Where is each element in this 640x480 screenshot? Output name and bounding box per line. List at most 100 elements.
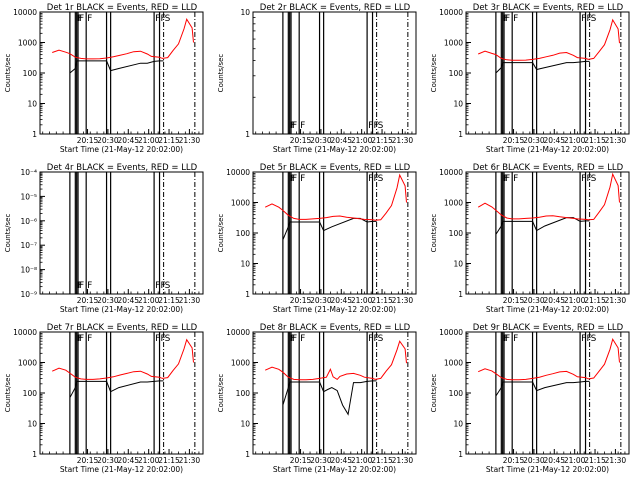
x-tick-label: 20:45 [543,136,565,145]
series-events-line [495,380,590,397]
flag-label: F [505,14,510,24]
series-lld-line [51,338,194,380]
flag-label: F [78,334,83,344]
y-tick-label: 10 [27,420,37,429]
y-tick-label: 100 [449,69,464,78]
series-events-line [69,380,164,398]
flag-label: F [161,281,166,291]
y-tick-label: 10 [240,260,250,269]
series-lld-line [478,18,620,61]
x-tick-label: 21:00 [351,296,373,305]
flag-label: F [587,14,592,24]
flag-label: F [300,174,305,184]
x-tick-label: 21:00 [138,456,160,465]
series-events-line [495,60,590,74]
y-tick-label: 1000 [444,359,463,368]
detector-panel-1: Det 1r BLACK = Events, RED = LLD 1 10 100 10… [4,3,204,154]
series-events-line [282,217,377,240]
flag-label: S [591,14,597,24]
flag-label: S [378,121,384,131]
flag-label: F [513,334,518,344]
flag-label: F [291,174,296,184]
y-tick-label: 100 [236,389,251,398]
flag-label: F [502,334,507,344]
plot-frame [252,171,417,295]
flag-label: F [78,14,83,24]
x-axis-label: Start Time (21-May-12 20:02:00) [486,465,609,474]
x-tick-label: 21:00 [351,456,373,465]
x-tick-label: 20:45 [330,456,352,465]
x-axis-label: Start Time (21-May-12 20:02:00) [273,465,396,474]
flag-label: F [289,334,294,344]
flag-label: F [292,334,297,344]
flag-label: F [87,334,92,344]
y-axis-label: Counts/sec [217,54,225,93]
x-tick-label: 20:15 [77,296,99,305]
series-lld-line [52,17,194,60]
y-tick-label: 1 [32,130,37,139]
x-axis-label: Start Time (21-May-12 20:02:00) [273,305,396,314]
y-tick-label: 10⁻⁸ [20,266,37,275]
detector-panel-8: Det 8r BLACK = Events, RED = LLD 1 10 100 10… [217,323,417,474]
x-tick-label: 20:45 [330,296,352,305]
y-tick-label: 1 [32,450,37,459]
x-tick-label: 21:30 [179,296,201,305]
y-tick-label: 1 [458,130,463,139]
y-axis-label: Counts/sec [4,54,12,93]
x-tick-label: 20:15 [77,456,99,465]
y-tick-label: 1 [245,450,250,459]
flag-label: F [300,121,305,131]
flag-label: F [368,334,373,344]
y-tick-label: 100 [23,69,38,78]
x-axis-label: Start Time (21-May-12 20:02:00) [60,145,183,154]
y-tick-label: 10 [240,8,250,17]
plot-frame [39,171,204,295]
y-axis-label: Counts/sec [430,54,438,93]
series-events-line [495,217,590,235]
flag-label: F [78,281,83,291]
x-tick-label: 20:45 [117,296,139,305]
y-tick-label: 10000 [226,168,250,177]
flag-label: F [505,334,510,344]
plot-frame [465,331,630,455]
x-tick-label: 21:15 [158,296,180,305]
x-tick-label: 21:30 [605,456,627,465]
detector-panel-5: Det 5r BLACK = Events, RED = LLD 1 10 100 10… [217,163,417,314]
plot-frame [39,11,204,135]
x-tick-label: 20:30 [523,296,545,305]
x-tick-label: 21:15 [158,456,180,465]
y-tick-label: 1 [458,450,463,459]
flag-label: F [505,174,510,184]
y-tick-label: 100 [23,389,38,398]
flag-label: S [591,334,597,344]
x-tick-label: 21:30 [179,456,201,465]
x-tick-label: 20:30 [97,136,119,145]
y-tick-label: 1000 [444,199,463,208]
panel-title: Det 3r BLACK = Events, RED = LLD [473,3,624,13]
x-tick-label: 21:15 [371,136,393,145]
flag-label: S [378,334,384,344]
y-tick-label: 10000 [439,168,463,177]
flag-label: F [289,121,294,131]
x-tick-label: 20:30 [97,296,119,305]
plot-frame [252,11,417,135]
flag-label: F [76,281,81,291]
x-tick-label: 21:30 [179,136,201,145]
y-tick-label: 10⁻⁶ [20,217,37,226]
y-axis-label: Counts/sec [430,214,438,253]
x-tick-label: 20:45 [117,456,139,465]
plot-frame [252,331,417,455]
flag-label: F [502,174,507,184]
panel-title: Det 1r BLACK = Events, RED = LLD [47,3,198,13]
series-lld-line [264,340,407,381]
x-axis-label: Start Time (21-May-12 20:02:00) [60,305,183,314]
flag-label: F [587,334,592,344]
x-tick-label: 20:30 [310,296,332,305]
y-tick-label: 10⁻⁷ [20,241,37,250]
y-tick-label: 1000 [231,199,250,208]
y-tick-label: 10 [240,420,250,429]
series-lld-line [477,172,620,221]
flag-label: F [79,334,84,344]
flag-label: F [155,14,160,24]
x-tick-label: 20:30 [523,456,545,465]
